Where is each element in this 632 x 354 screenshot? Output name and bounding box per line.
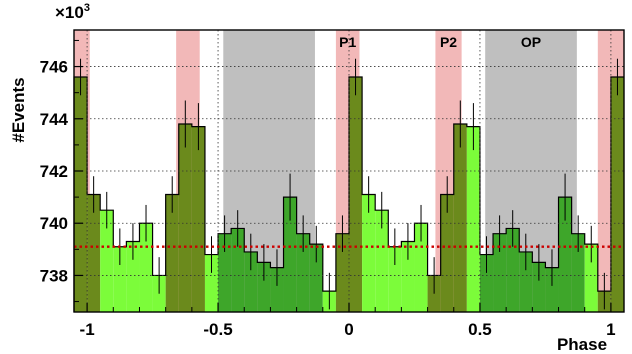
region-labels: P1 P2 OP [339,34,541,50]
histogram-bar-31 [479,254,494,312]
histogram-bar-37 [558,197,572,312]
y-multiplier: ×103 [55,2,90,22]
histogram-bar-4 [126,241,140,312]
axis-ticks: 738 740 742 744 746 -1 -0.5 0 0.5 1 [40,39,616,339]
histogram-bar-11 [218,233,232,312]
histogram-bar-22 [362,194,376,312]
histogram-bar-7 [165,194,179,312]
histogram-bar-28 [440,194,454,312]
histogram-bar-21 [349,77,363,312]
y-tick-label: 744 [40,110,69,129]
histogram-bar-15 [270,267,284,312]
histogram-bar-14 [257,262,271,312]
histogram-bar-32 [493,233,507,312]
histogram-bar-1 [87,194,101,312]
y-tick-label: 740 [40,214,68,233]
histogram-bar-5 [139,223,153,312]
histogram-bar-16 [283,197,297,312]
histogram-bar-9 [191,126,205,312]
histogram-bar-12 [231,228,245,312]
y-tick-label: 742 [40,162,68,181]
histogram-bar-18 [309,244,323,312]
histogram-bar-20 [335,233,349,312]
histogram-bar-38 [571,233,585,312]
x-tick-label: 1 [606,320,615,339]
histogram-bar-41 [610,77,624,312]
grid-lines [74,30,624,312]
histogram-bar-25 [401,241,415,312]
y-tick-label: 746 [40,58,68,77]
histogram-bar-17 [296,233,310,312]
x-tick-label: 0.5 [468,320,492,339]
histogram-bar-33 [506,228,520,312]
histogram-bar-30 [466,126,480,312]
histogram-bar-35 [532,262,546,312]
x-tick-label: -0.5 [203,320,232,339]
x-axis-title: Phase [557,335,607,354]
histogram-bar-0 [74,77,88,312]
histogram-bar-34 [519,251,533,312]
histogram-outline [73,76,624,312]
histogram-bar-2 [100,210,114,312]
region-label-op: OP [521,34,541,50]
histogram-bar-23 [375,210,389,312]
histogram-bar-10 [204,254,219,312]
region-label-p2: P2 [440,34,457,50]
y-tick-label: 738 [40,266,68,285]
region-label-p1: P1 [339,34,356,50]
histogram-bar-3 [113,246,127,312]
error-bars [80,58,618,310]
x-tick-label: -1 [80,320,95,339]
histogram-bar-36 [545,267,559,312]
histogram-bar-24 [388,246,402,312]
y-axis-title: #Events [9,77,28,142]
histogram-bar-29 [453,124,467,312]
histogram-bar-39 [584,244,598,312]
histogram-bar-26 [414,223,428,312]
histogram-bar-13 [244,251,258,312]
histogram-bars [73,76,624,312]
histogram-bar-8 [178,124,192,312]
x-tick-label: 0 [344,320,353,339]
